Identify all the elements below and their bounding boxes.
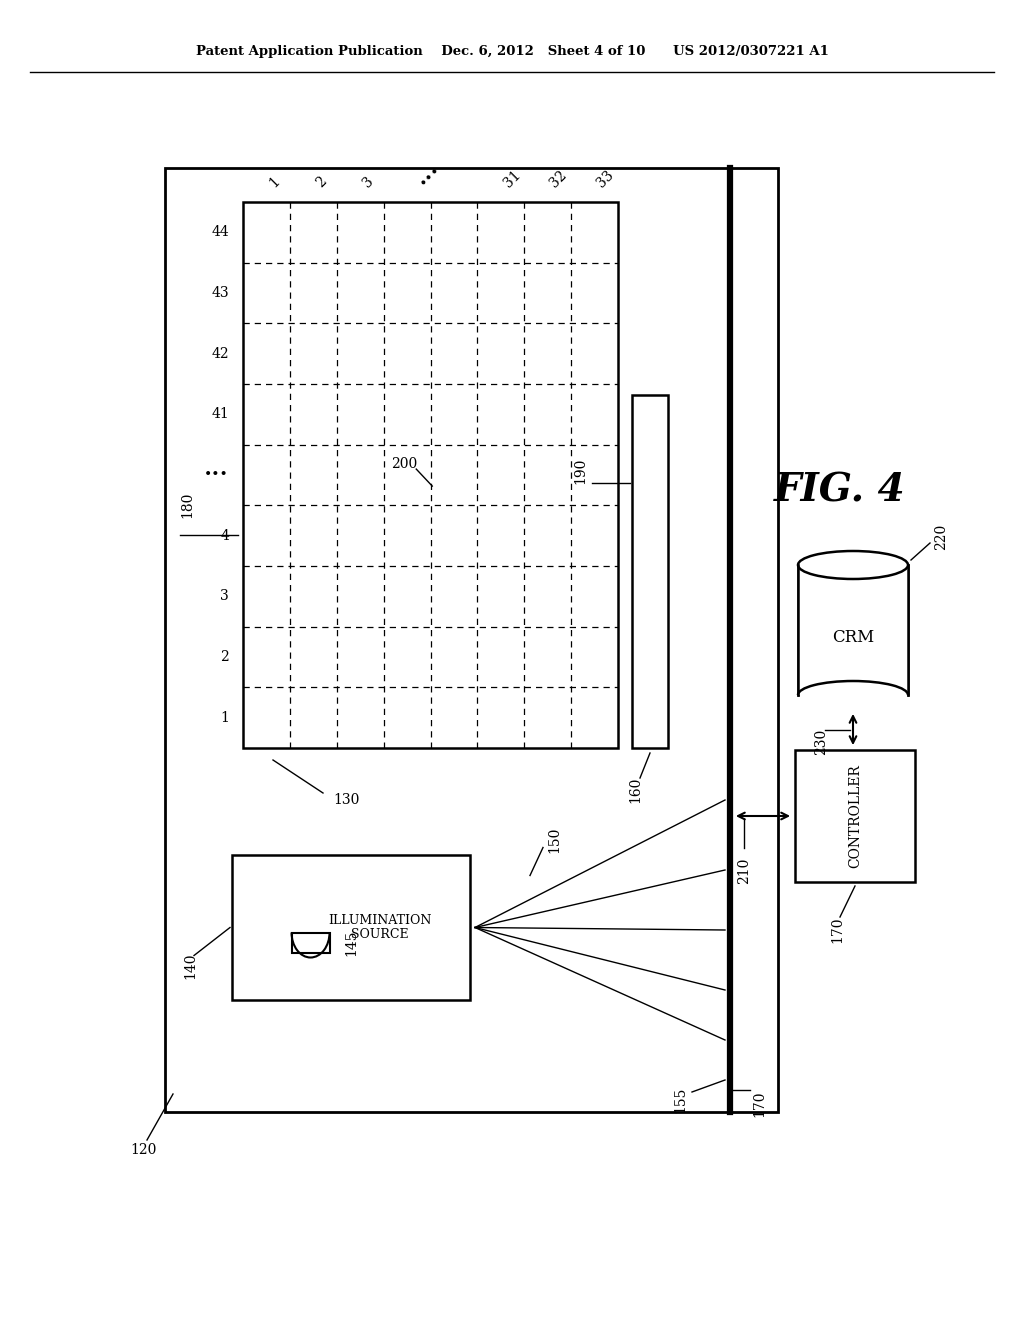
Text: 170: 170 bbox=[752, 1090, 766, 1117]
Bar bbox=[165, 168, 778, 1111]
Text: 190: 190 bbox=[573, 458, 587, 484]
Text: 2: 2 bbox=[313, 174, 330, 190]
Text: 155: 155 bbox=[673, 1086, 687, 1113]
Text: Patent Application Publication    Dec. 6, 2012   Sheet 4 of 10      US 2012/0307: Patent Application Publication Dec. 6, 2… bbox=[196, 45, 828, 58]
Text: 140: 140 bbox=[183, 952, 197, 978]
Text: 31: 31 bbox=[501, 168, 523, 190]
Bar bbox=[243, 202, 618, 748]
Text: 33: 33 bbox=[595, 168, 616, 190]
Text: 130: 130 bbox=[333, 793, 359, 807]
Text: 3: 3 bbox=[220, 589, 229, 603]
Text: 43: 43 bbox=[211, 286, 229, 300]
Text: 1: 1 bbox=[220, 710, 229, 725]
Text: 32: 32 bbox=[548, 168, 570, 190]
Text: 180: 180 bbox=[180, 492, 194, 519]
Bar bbox=[795, 750, 915, 882]
Text: 42: 42 bbox=[211, 347, 229, 360]
Text: 200: 200 bbox=[391, 457, 418, 471]
Text: •••: ••• bbox=[417, 162, 443, 190]
Bar bbox=[232, 855, 470, 1001]
Text: 120: 120 bbox=[130, 1143, 157, 1158]
Text: CONTROLLER: CONTROLLER bbox=[848, 764, 862, 869]
Bar bbox=[798, 565, 908, 696]
Text: 3: 3 bbox=[360, 174, 376, 190]
Bar bbox=[632, 395, 668, 748]
Text: ILLUMINATION
SOURCE: ILLUMINATION SOURCE bbox=[328, 913, 431, 941]
Text: 150: 150 bbox=[547, 826, 561, 853]
Text: 220: 220 bbox=[934, 524, 948, 550]
Text: 4: 4 bbox=[220, 529, 229, 543]
Text: FIG. 4: FIG. 4 bbox=[774, 471, 906, 510]
Text: 210: 210 bbox=[737, 858, 751, 884]
Text: 230: 230 bbox=[814, 729, 828, 755]
Text: 1: 1 bbox=[266, 174, 283, 190]
Text: 41: 41 bbox=[211, 408, 229, 421]
Text: 160: 160 bbox=[628, 776, 642, 803]
Text: CRM: CRM bbox=[831, 630, 874, 647]
Text: 145: 145 bbox=[344, 929, 358, 956]
Text: •••: ••• bbox=[204, 469, 229, 482]
Bar bbox=[292, 932, 330, 953]
Text: 44: 44 bbox=[211, 226, 229, 239]
Text: 170: 170 bbox=[830, 917, 844, 944]
Text: 2: 2 bbox=[220, 649, 229, 664]
Ellipse shape bbox=[798, 550, 908, 579]
